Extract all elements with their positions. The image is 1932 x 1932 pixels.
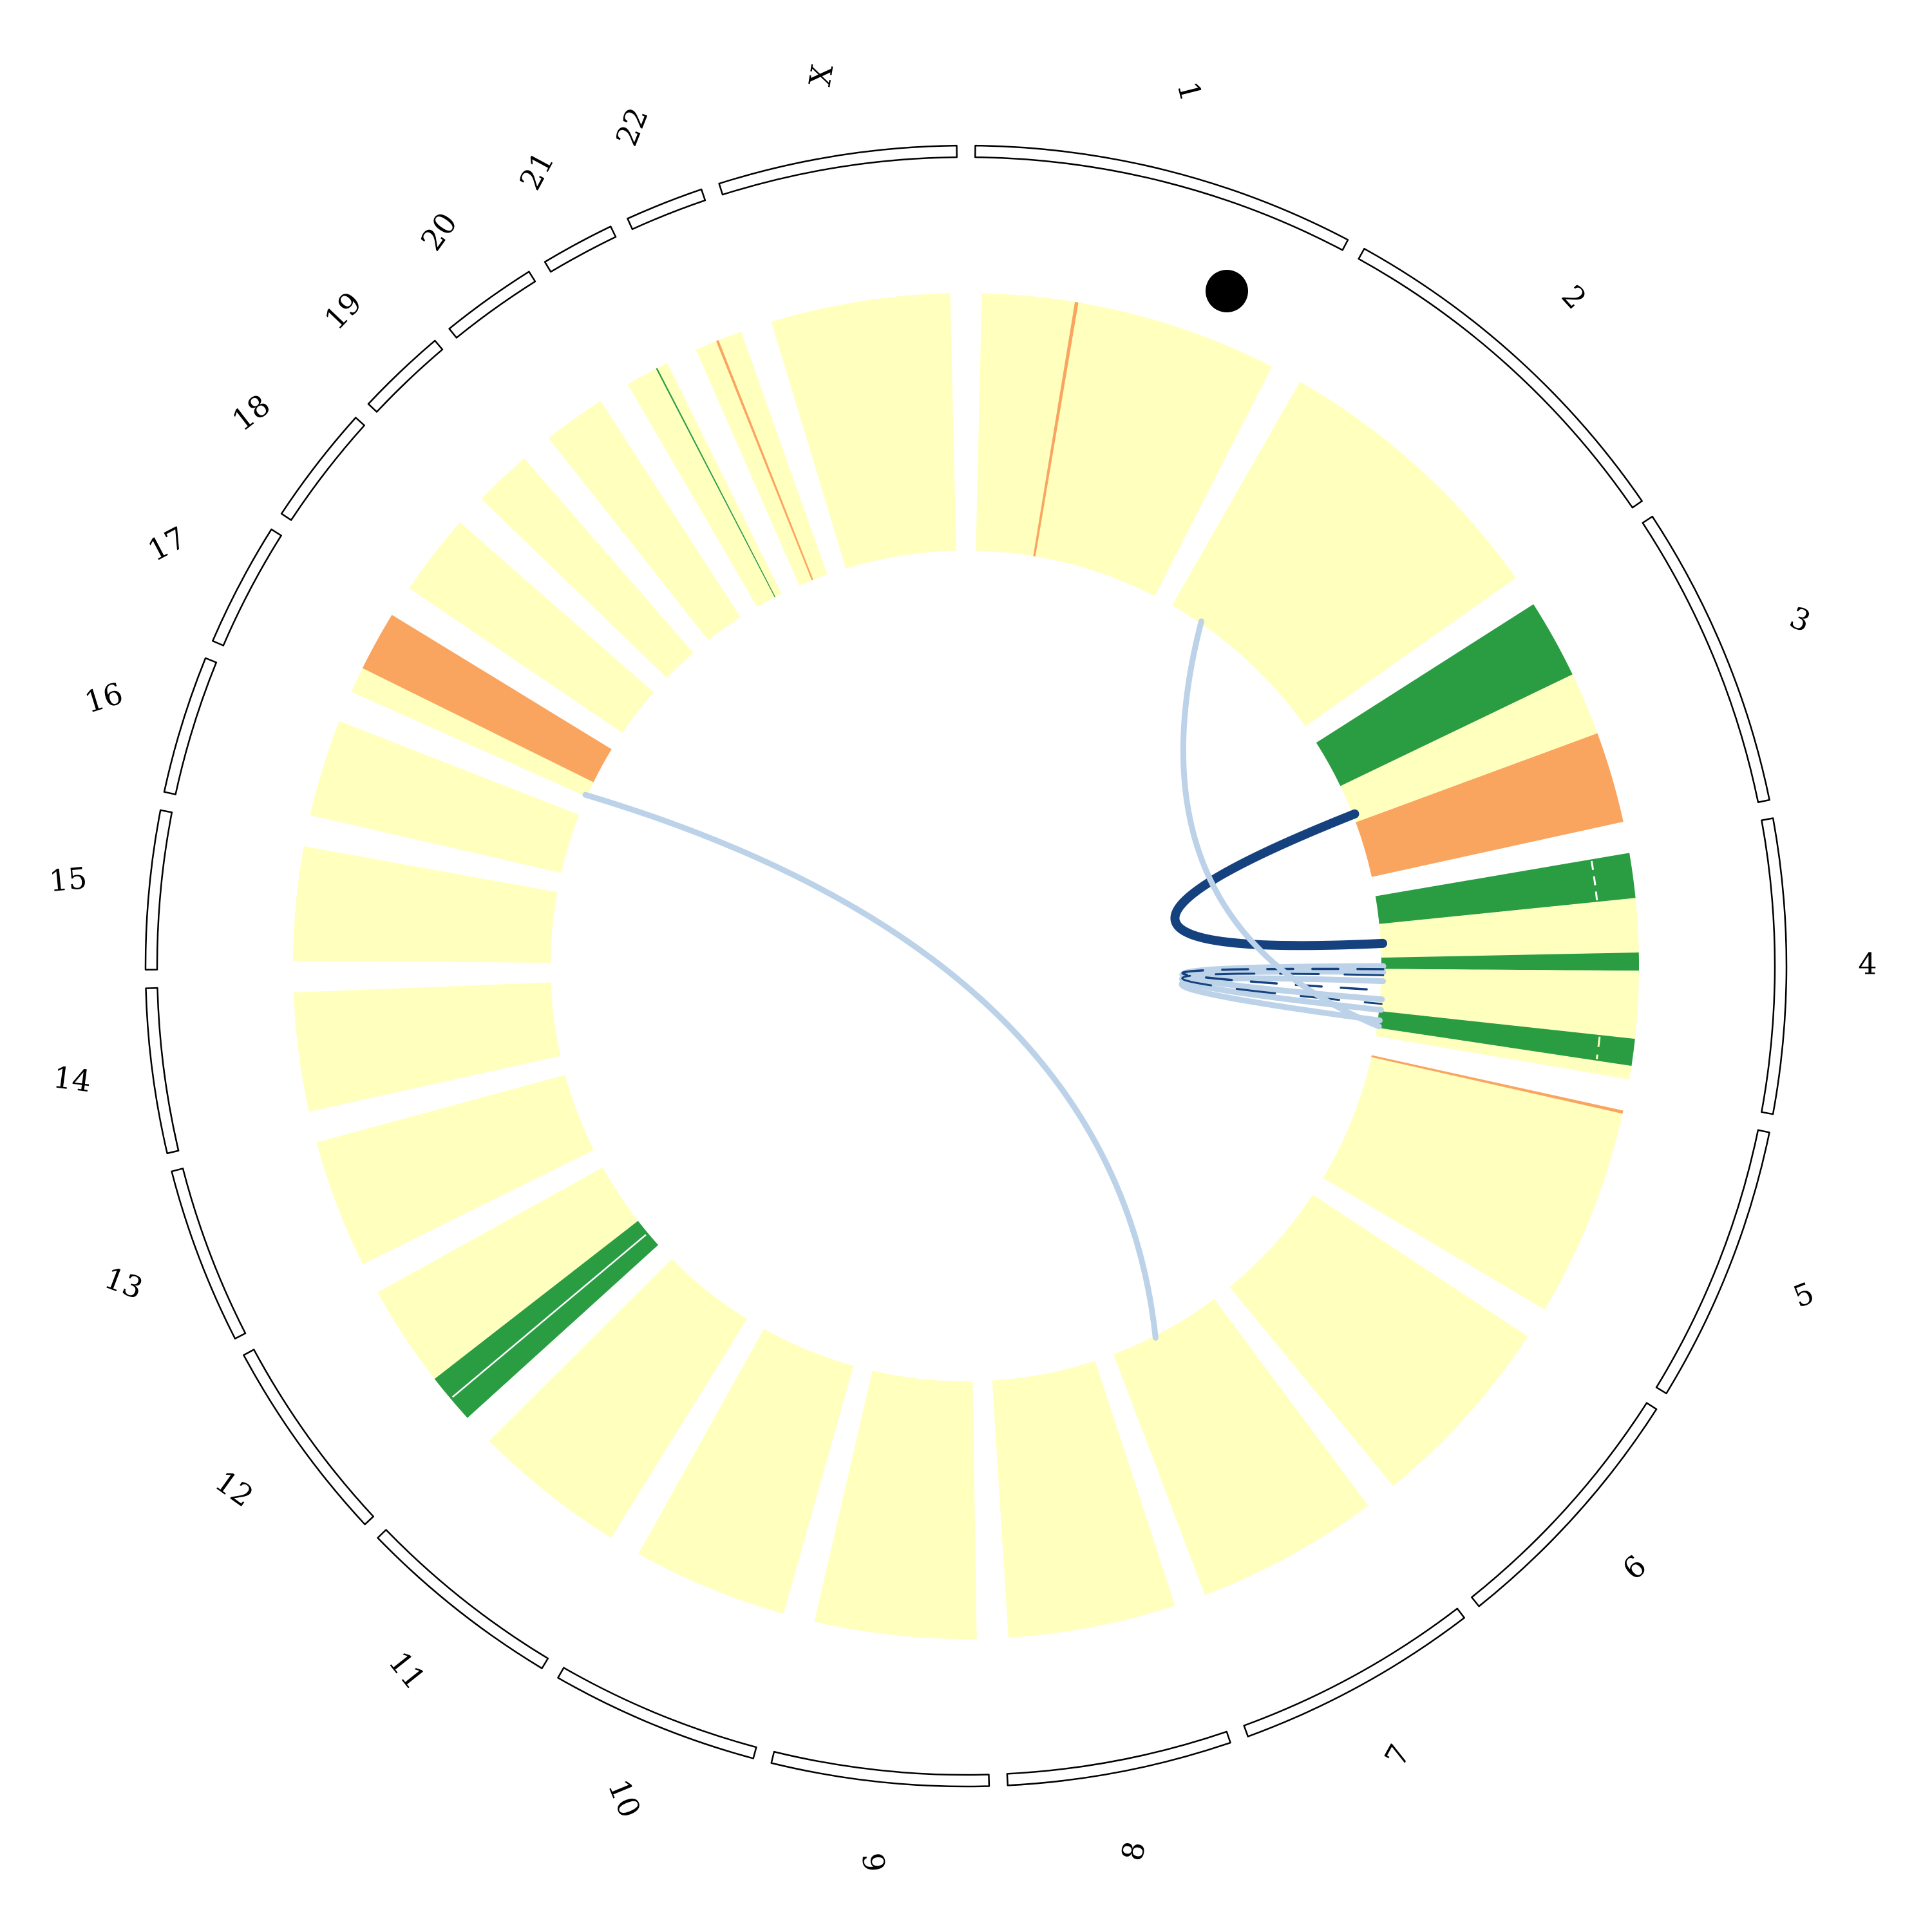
chromosome-label-22: 22 xyxy=(609,103,655,151)
cnv-segment-chr17-0-yellow xyxy=(351,668,594,797)
cnv-segment-chr15-0-yellow xyxy=(293,846,558,963)
cnv-segment-chr22-0-yellow xyxy=(696,341,812,586)
chromosome-label-18: 18 xyxy=(225,387,276,438)
cnv-segment-chr4-2-green xyxy=(1381,952,1639,971)
chromosome-arc-17 xyxy=(212,528,282,647)
cnv-segment-chr4-3-yellow xyxy=(1379,969,1639,1039)
cnv-segment-chr6-0-yellow xyxy=(1229,1195,1528,1486)
cnv-segment-chrX-0-yellow xyxy=(771,293,956,569)
chromosome-arc-5 xyxy=(1655,1129,1770,1394)
chromosome-arc-19 xyxy=(367,339,444,413)
chromosome-label-16: 16 xyxy=(80,676,127,720)
chromosome-label-6: 6 xyxy=(1616,1548,1653,1587)
cnv-segment-chr5-1-yellow xyxy=(1323,1057,1623,1310)
chromosome-label-X: X xyxy=(802,62,840,88)
chromosome-arc-12 xyxy=(243,1349,375,1526)
cnv-segment-chr9-0-yellow xyxy=(814,1370,977,1639)
chromosome-label-12: 12 xyxy=(209,1464,260,1514)
chromosome-arc-14 xyxy=(145,987,180,1155)
chromosome-label-8: 8 xyxy=(1115,1839,1153,1864)
chromosome-arc-18 xyxy=(280,417,365,521)
cnv-segment-chr17-1-orange xyxy=(362,614,612,782)
cnv-segment-chr2-0-yellow xyxy=(1171,381,1516,727)
chromosome-label-10: 10 xyxy=(601,1774,648,1823)
chromosome-label-17: 17 xyxy=(142,520,192,568)
chromosome-arc-4 xyxy=(1761,817,1788,1115)
chromosome-label-21: 21 xyxy=(513,146,561,196)
cnv-segment-chr22-2-yellow xyxy=(718,332,828,580)
segment-hairline-white-radial-chr12 xyxy=(451,1234,647,1398)
chromosome-label-11: 11 xyxy=(382,1645,433,1696)
chromosome-arc-X xyxy=(718,144,958,196)
cnv-segment-chr22-1-orange xyxy=(715,340,813,581)
cnv-segment-chr4-4-green xyxy=(1376,1010,1635,1066)
link-curve-light-long-chr2-chr4 xyxy=(1180,618,1382,1030)
cnv-segment-chr14-0-yellow xyxy=(293,982,561,1112)
chromosome-arc-1 xyxy=(974,144,1349,251)
chromosome-arc-11 xyxy=(377,1529,549,1669)
chromosome-label-9: 9 xyxy=(855,1851,892,1873)
cnv-segment-chr4-0-green xyxy=(1375,853,1636,924)
chromosome-label-20: 20 xyxy=(414,206,464,257)
cnv-segment-chr11-0-yellow xyxy=(489,1259,747,1538)
cnv-segment-chr18-0-yellow xyxy=(409,522,654,733)
chromosome-arc-7 xyxy=(1243,1607,1466,1738)
segment-hairline-white-dash-chr4 xyxy=(1590,860,1598,901)
cnv-segment-chr8-0-yellow xyxy=(992,1361,1175,1638)
chromosome-label-1: 1 xyxy=(1170,78,1209,105)
link-curve-light-long-chr17-chr7 xyxy=(582,791,1159,1341)
cnv-segment-chr4-1-yellow xyxy=(1379,898,1639,958)
chromosome-arc-3 xyxy=(1642,515,1770,804)
cnv-segment-chr1-2-yellow xyxy=(1035,302,1273,596)
cnv-segment-chr10-0-yellow xyxy=(638,1329,854,1614)
cnv-segment-chr3-1-yellow xyxy=(1340,674,1598,822)
chromosome-label-13: 13 xyxy=(100,1260,147,1306)
chromosome-arc-21 xyxy=(544,225,617,273)
link-curve-dark-hairpin-chr3-chr4 xyxy=(1170,809,1388,951)
chromosome-arc-22 xyxy=(627,188,706,231)
cnv-segment-chr21-1-green xyxy=(656,368,776,598)
cnv-segment-chr21-0-yellow xyxy=(627,368,775,607)
chromosome-arc-9 xyxy=(770,1750,990,1788)
cnv-segment-chr3-0-green xyxy=(1316,604,1573,786)
chromosome-label-4: 4 xyxy=(1858,946,1877,981)
chromosome-arc-2 xyxy=(1358,247,1643,509)
cnv-segment-chr4-5-yellow xyxy=(1375,1027,1632,1080)
cnv-segment-chr20-0-yellow xyxy=(548,401,741,641)
cnv-segment-chr12-1-yellow xyxy=(377,1167,638,1379)
cnv-segment-chr1-0-yellow xyxy=(976,293,1075,556)
chromosome-arc-10 xyxy=(557,1667,757,1759)
chromosome-label-3: 3 xyxy=(1785,600,1816,639)
chromosome-arc-8 xyxy=(1006,1730,1231,1786)
cnv-segment-chr21-2-yellow xyxy=(657,363,782,597)
chromosome-label-5: 5 xyxy=(1788,1275,1819,1314)
cnv-segment-chr13-0-yellow xyxy=(316,1075,594,1265)
chromosome-label-2: 2 xyxy=(1555,278,1594,316)
link-curve-light-strand-1 xyxy=(1179,963,1387,1003)
cnv-segment-chr1-1-orange xyxy=(1033,301,1079,557)
chromosome-label-19: 19 xyxy=(317,285,368,337)
segment-hairline-yellow-dash-chr4 xyxy=(1595,1036,1601,1059)
marker-dot xyxy=(1206,270,1248,312)
chromosome-label-15: 15 xyxy=(48,860,88,898)
chromosome-label-7: 7 xyxy=(1378,1739,1417,1772)
chromosome-arc-20 xyxy=(448,270,536,339)
chromosome-arc-6 xyxy=(1471,1402,1658,1607)
cnv-segment-chr3-2-orange xyxy=(1356,733,1624,877)
chromosome-arc-13 xyxy=(171,1168,247,1340)
cnv-segment-chr19-0-yellow xyxy=(481,458,694,678)
chromosome-arc-16 xyxy=(163,657,218,795)
cnv-segment-chr7-0-yellow xyxy=(1113,1299,1368,1595)
chromosome-arc-15 xyxy=(144,809,173,971)
chromosome-label-14: 14 xyxy=(52,1059,93,1099)
cnv-segment-chr5-0-orange xyxy=(1371,1055,1624,1114)
cnv-segment-chr16-0-yellow xyxy=(310,721,580,873)
cnv-segment-chr12-0-green xyxy=(434,1220,659,1418)
link-curve-light-strand-3 xyxy=(1179,975,1387,1024)
